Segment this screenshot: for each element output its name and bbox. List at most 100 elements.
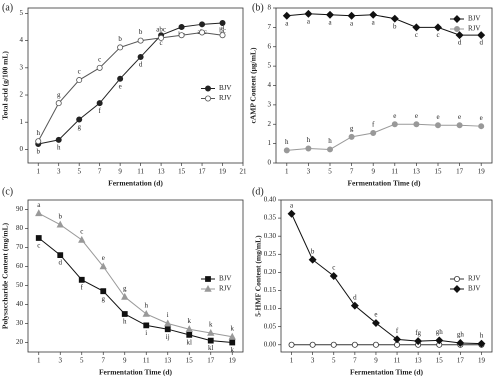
legend-label: BJV (219, 275, 231, 283)
x-tick-label: 15 (436, 357, 444, 365)
legend-marker (204, 95, 211, 102)
significance-label: i (145, 329, 147, 337)
y-tick-label: 0.20 (264, 268, 277, 276)
significance-label: a (285, 19, 289, 27)
x-tick-label: 1 (37, 357, 41, 365)
significance-label: fg (415, 329, 421, 337)
significance-label: h (36, 129, 40, 137)
data-point (121, 311, 128, 317)
data-point (477, 339, 486, 348)
y-tick-label: 70 (16, 243, 24, 251)
data-point (372, 341, 379, 348)
y-tick-label: 0.00 (264, 340, 277, 348)
data-point (369, 10, 378, 19)
significance-label: h (285, 138, 289, 146)
significance-label: b (59, 212, 63, 220)
data-point (391, 121, 398, 128)
panel-label: (c) (2, 186, 13, 197)
legend-label: RJV (468, 275, 480, 283)
significance-label: a (372, 18, 376, 26)
x-tick-label: 17 (207, 357, 215, 365)
legend-label: RJV (468, 25, 480, 33)
data-point (35, 209, 43, 217)
legend-label: BJV (219, 84, 231, 92)
x-tick-label: 17 (456, 168, 464, 176)
plot-frame (27, 7, 244, 164)
x-tick-label: 9 (371, 168, 375, 176)
significance-label: c (332, 264, 335, 272)
legend-marker (453, 275, 460, 282)
y-tick-label: 8 (268, 4, 272, 12)
series-line (38, 212, 233, 338)
significance-label: h (123, 318, 127, 326)
data-point (178, 24, 185, 31)
legend-marker (453, 285, 461, 293)
x-tick-label: 5 (328, 168, 332, 176)
significance-label: abc (156, 26, 166, 34)
x-tick-label: 5 (77, 168, 81, 176)
legend-marker (204, 85, 211, 92)
x-tick-label: 5 (80, 357, 84, 365)
x-tick-label: 5 (332, 357, 336, 365)
y-tick-label: 4 (268, 81, 272, 89)
plot-frame (27, 199, 244, 353)
data-point (228, 332, 236, 340)
data-point (288, 341, 295, 348)
data-point (477, 31, 486, 40)
significance-label: k (231, 324, 235, 332)
legend-marker (205, 276, 211, 282)
significance-label: c (78, 68, 81, 76)
x-tick-label: 19 (478, 357, 486, 365)
x-tick-label: 19 (229, 357, 237, 365)
significance-label: g (57, 91, 61, 99)
x-axis-label: Fermentation Time (d) (99, 368, 173, 377)
data-point (229, 339, 236, 346)
x-axis-label: Fermentation Time (d) (347, 179, 421, 188)
data-point (390, 14, 399, 23)
significance-label: c (37, 242, 40, 250)
data-point (142, 309, 150, 317)
significance-label: k (231, 346, 235, 354)
panel-label: (a) (2, 2, 13, 13)
significance-label: d (59, 259, 63, 267)
legend-label: RJV (219, 285, 231, 293)
y-tick-label: 0.15 (264, 286, 277, 294)
significance-label: e (374, 311, 377, 319)
significance-label: h (328, 137, 332, 145)
y-tick-label: 50 (16, 281, 24, 289)
significance-label: g (77, 123, 81, 131)
significance-label: kl (187, 339, 193, 347)
x-tick-label: 13 (164, 357, 172, 365)
x-tick-label: 15 (178, 168, 186, 176)
data-point (199, 21, 206, 28)
significance-label: k (209, 321, 213, 329)
x-tick-label: 21 (240, 168, 248, 176)
data-point (348, 133, 355, 140)
data-point (186, 331, 193, 338)
legend-label: RJV (219, 94, 231, 102)
data-point (456, 338, 465, 347)
legend-label: BJV (468, 285, 480, 293)
significance-label: a (307, 17, 311, 25)
data-point (199, 29, 206, 36)
significance-label: k (188, 317, 192, 325)
y-axis-label: 5-HMF Content (mg/mL) (254, 235, 263, 317)
x-tick-label: 3 (57, 168, 61, 176)
data-point (478, 123, 485, 130)
plot-frame (280, 199, 493, 353)
legend-marker (204, 284, 212, 292)
significance-label: c (98, 55, 101, 63)
data-point (55, 136, 62, 143)
x-tick-label: 11 (143, 357, 150, 365)
significance-label: a (37, 201, 41, 209)
data-point (326, 10, 334, 19)
series-line (291, 213, 482, 345)
significance-label: e (458, 113, 461, 121)
data-point (351, 341, 358, 348)
y-tick-label: 60 (16, 262, 24, 270)
legend-marker (453, 15, 461, 23)
data-point (304, 9, 313, 18)
significance-label: e (480, 114, 483, 122)
data-point (158, 34, 165, 41)
data-point (326, 146, 333, 153)
